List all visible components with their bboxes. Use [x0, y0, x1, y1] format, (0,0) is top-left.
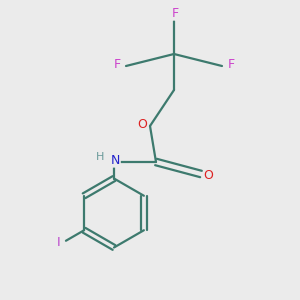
Text: F: F [113, 58, 121, 71]
Text: F: F [172, 7, 179, 20]
Text: I: I [57, 236, 60, 249]
Text: H: H [96, 152, 105, 162]
Text: N: N [111, 154, 120, 167]
Text: F: F [227, 58, 235, 71]
Text: O: O [138, 118, 147, 131]
Text: O: O [204, 169, 213, 182]
